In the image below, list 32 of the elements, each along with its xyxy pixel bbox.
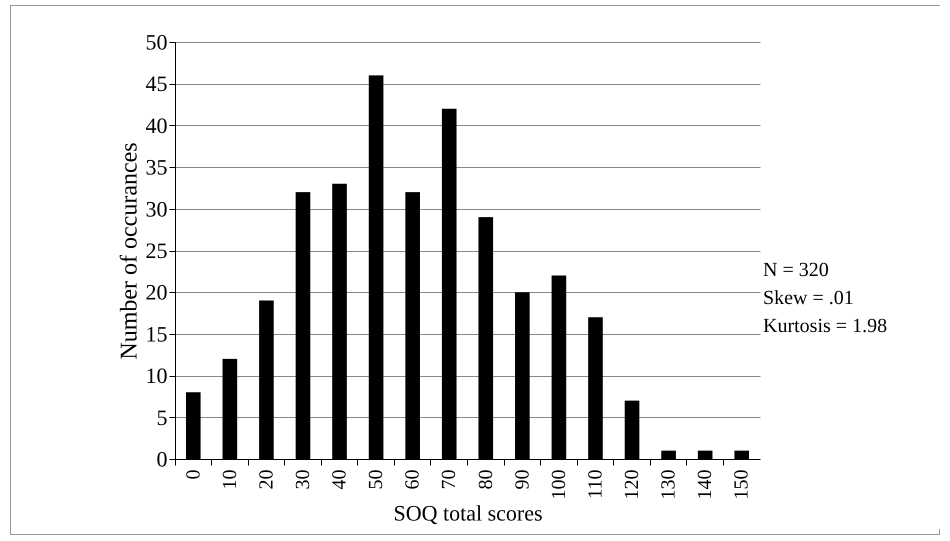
text: N = 320 xyxy=(763,258,830,283)
text: Skew = .01 xyxy=(763,286,855,311)
x-tick-label: 50 xyxy=(365,470,388,490)
y-tick-label: 35 xyxy=(146,154,168,180)
y-tick-label: 15 xyxy=(146,321,168,346)
y-tick-label: 30 xyxy=(146,196,168,222)
y-tick-label: 50 xyxy=(146,30,168,54)
x-tick-label: 40 xyxy=(328,470,351,490)
x-axis-title: SOQ total scores xyxy=(393,500,543,526)
x-tick-label: 80 xyxy=(474,470,497,490)
x-tick-label: 110 xyxy=(584,470,606,499)
text: Kurtosis = 1.98 xyxy=(763,314,888,339)
y-axis-title: Number of occurances xyxy=(116,142,142,360)
x-tick-label: 90 xyxy=(511,470,534,490)
x-tick-label: 120 xyxy=(621,470,644,500)
y-tick-label: 45 xyxy=(146,71,168,96)
x-tick-label: 70 xyxy=(438,470,460,490)
x-tick-label: 100 xyxy=(548,470,570,500)
y-tick-label: 20 xyxy=(146,280,168,305)
x-tick-label: 60 xyxy=(402,470,424,490)
x-tick-label: 0 xyxy=(182,470,204,480)
x-tick-label: 30 xyxy=(292,470,314,490)
y-tick-label: 5 xyxy=(156,404,168,430)
y-tick-label: 10 xyxy=(146,363,168,388)
x-tick-label: 140 xyxy=(694,470,716,500)
x-tick-label: 130 xyxy=(658,470,680,500)
x-tick-label: 20 xyxy=(255,470,278,490)
x-tick-label: 10 xyxy=(218,470,241,490)
y-tick-label: 0 xyxy=(156,446,168,472)
y-tick-label: 40 xyxy=(146,112,168,138)
x-tick-label: 150 xyxy=(730,470,753,500)
y-tick-label: 25 xyxy=(146,238,168,263)
